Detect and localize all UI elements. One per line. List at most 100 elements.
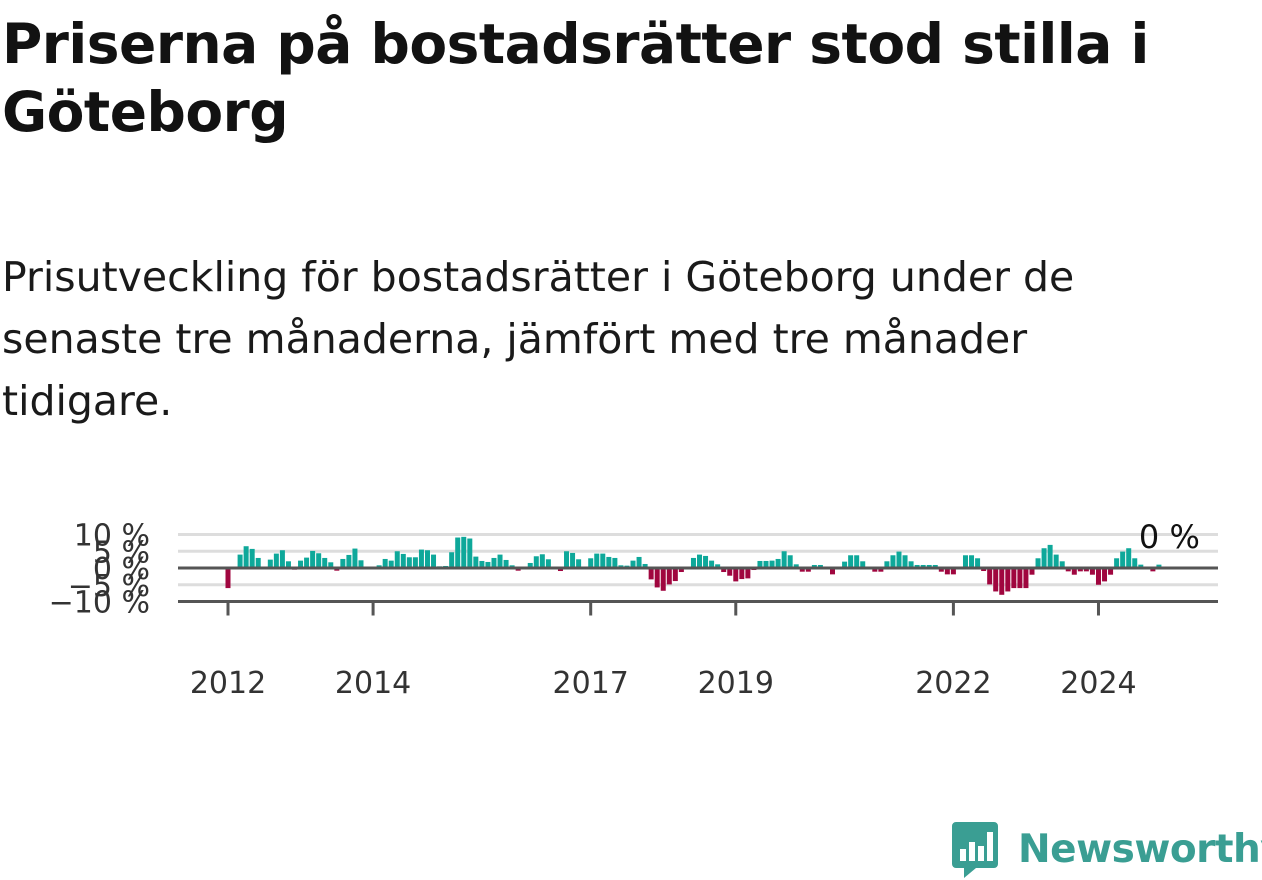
bar: [340, 558, 346, 568]
bar: [739, 568, 745, 580]
bar: [854, 555, 860, 568]
bar: [727, 568, 733, 576]
bar: [793, 564, 799, 568]
bar: [1156, 564, 1162, 568]
bar: [745, 568, 751, 579]
bar: [721, 568, 727, 573]
x-tick-label: 2022: [915, 666, 991, 701]
bar: [249, 548, 255, 568]
bar: [473, 556, 479, 568]
bar: [908, 561, 914, 568]
brand-name: Newsworthy: [1018, 826, 1262, 872]
bar: [1059, 561, 1065, 568]
bar: [636, 556, 642, 568]
y-tick-label: 10 %: [74, 519, 150, 554]
x-tick-label: 2012: [190, 666, 266, 701]
bar: [642, 563, 648, 568]
bar: [1102, 568, 1108, 582]
bar: [799, 568, 805, 572]
y-tick-label: 5 %: [93, 535, 150, 570]
bar: [564, 551, 570, 568]
bar: [285, 561, 291, 568]
y-tick-label: −5 %: [68, 569, 150, 604]
bar-chart: 10 %5 %0 %−5 %−10 % 2012 2014 2017 2019 2022…: [49, 518, 1218, 701]
bar: [787, 555, 793, 568]
bars: [225, 536, 1162, 595]
bar: [1126, 548, 1132, 568]
bar: [678, 568, 684, 573]
bar-chart-speech-bubble-icon: [952, 822, 998, 878]
bar: [1138, 564, 1144, 568]
bar: [255, 557, 261, 568]
bar: [896, 551, 902, 568]
bar: [237, 554, 243, 568]
bar: [304, 557, 310, 568]
axes: [178, 566, 1218, 603]
bar: [316, 553, 322, 568]
bar: [848, 555, 854, 568]
bar: [388, 560, 394, 568]
bar: [932, 564, 938, 568]
y-tick-label: 0 %: [93, 552, 150, 587]
bar: [557, 568, 563, 572]
bar: [485, 561, 491, 568]
bar: [461, 536, 467, 568]
bar: [902, 555, 908, 568]
bar: [1089, 568, 1095, 575]
bar: [817, 564, 823, 568]
bar: [594, 553, 600, 568]
bar: [243, 546, 249, 568]
bar: [322, 557, 328, 568]
bar: [890, 555, 896, 568]
bar: [757, 560, 763, 568]
bar: [600, 553, 606, 568]
newsworthy-logo: Newsworthy: [950, 818, 1262, 880]
bar: [1035, 558, 1041, 568]
bar: [606, 556, 612, 568]
bar: [962, 555, 968, 568]
bar: [709, 560, 715, 568]
bar: [666, 568, 672, 585]
bar: [926, 564, 932, 568]
bar: [310, 550, 316, 568]
bar: [1011, 568, 1017, 589]
bar: [775, 558, 781, 568]
bar: [690, 557, 696, 568]
bar: [1023, 568, 1029, 589]
bar: [1053, 554, 1059, 568]
chart-subtitle: Prisutveckling för bostadsrätter i Göteb…: [2, 253, 1075, 425]
bar: [1150, 568, 1156, 572]
bar: [449, 552, 455, 568]
bar: [920, 564, 926, 568]
bar: [1017, 568, 1023, 589]
bar: [412, 557, 418, 568]
bar: [697, 554, 703, 568]
bar: [527, 562, 533, 568]
x-tick-label: 2014: [335, 666, 411, 701]
bar: [279, 550, 285, 568]
bar: [533, 556, 539, 568]
bar: [1005, 568, 1011, 592]
bar: [394, 551, 400, 568]
bar: [467, 538, 473, 568]
bar: [781, 551, 787, 568]
bar: [455, 537, 461, 568]
bar: [479, 560, 485, 568]
bar: [805, 568, 811, 572]
bar: [969, 555, 975, 568]
bar: [999, 568, 1005, 595]
bar: [654, 568, 660, 588]
bar: [993, 568, 999, 592]
bar: [352, 548, 358, 568]
bar: [1114, 558, 1120, 568]
bar: [406, 557, 412, 568]
bar: [431, 554, 437, 568]
bar: [382, 558, 388, 568]
bar: [703, 555, 709, 568]
bar: [491, 557, 497, 568]
bar: [884, 561, 890, 568]
bar: [328, 562, 334, 568]
bar: [1108, 568, 1114, 575]
bar: [648, 568, 654, 580]
bar: [660, 568, 666, 591]
